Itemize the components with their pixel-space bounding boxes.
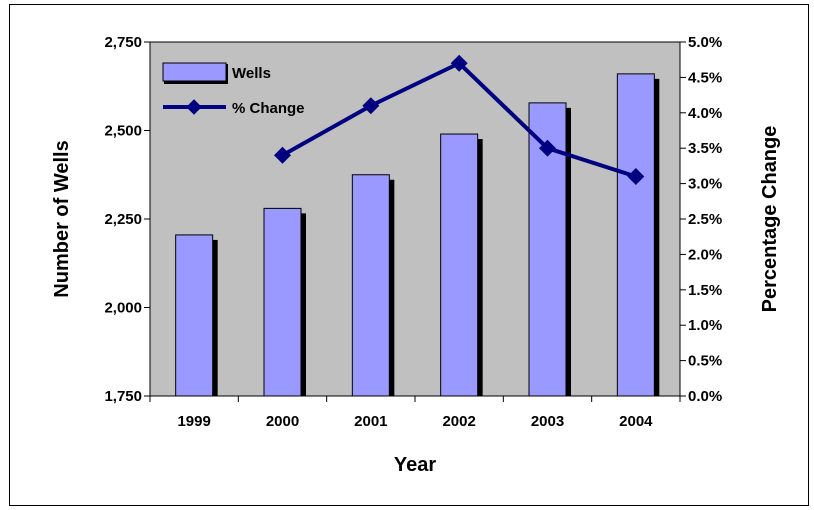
- bar-2004: [616, 73, 655, 397]
- point-change-2004: [627, 168, 645, 186]
- x-tick-label-2002: 2002: [442, 413, 475, 430]
- y2-tick-label: 0.0%: [688, 388, 722, 405]
- y2-axis-title: Percentage Change: [759, 126, 781, 313]
- legend-swatch-wells-face: [162, 62, 227, 82]
- y2-tick-label: 0.5%: [688, 353, 722, 370]
- y2-tick-label: 3.5%: [688, 140, 722, 157]
- plot-area: [149, 41, 681, 397]
- x-tick-label-1999: 1999: [177, 413, 210, 430]
- x-tick-label-2004: 2004: [619, 413, 653, 430]
- y2-tick-label: 5.0%: [688, 34, 722, 51]
- legend: Wells % Change: [162, 62, 305, 117]
- x-tick-label-2001: 2001: [354, 413, 387, 430]
- x-axis-title: Year: [394, 454, 436, 476]
- y2-tick-label: 2.5%: [688, 211, 722, 228]
- y2-tick-label: 2.0%: [688, 246, 722, 263]
- line-layer: [274, 54, 645, 186]
- bar-2002: [440, 133, 479, 397]
- y2-tick-label: 1.0%: [688, 317, 722, 334]
- legend-swatch-change-marker: [186, 99, 202, 115]
- x-tick-label-2000: 2000: [266, 413, 299, 430]
- y-tick-label: 1,750: [104, 388, 142, 405]
- point-change-2000: [274, 146, 291, 164]
- y-tick-label: 2,250: [104, 211, 142, 228]
- y2-tick-label: 4.5%: [688, 69, 722, 86]
- bar-2001: [351, 174, 390, 397]
- y-tick-label: 2,000: [104, 300, 142, 317]
- legend-label-wells: Wells: [232, 65, 271, 82]
- y-axis-title: Number of Wells: [51, 140, 73, 297]
- bar-1999: [175, 234, 214, 397]
- legend-label-change: % Change: [232, 100, 305, 117]
- y2-tick-label: 1.5%: [688, 282, 722, 299]
- y-axis-left: 1,750 2,000 2,250 2,500 2,750: [104, 34, 151, 405]
- x-axis: 1999 2000 2001 2002 2003 2004: [149, 395, 681, 430]
- x-tick-label-2003: 2003: [531, 413, 564, 430]
- bar-2000: [263, 207, 302, 397]
- y-tick-label: 2,500: [104, 123, 142, 140]
- point-change-2003: [539, 139, 556, 157]
- y2-tick-label: 3.0%: [688, 176, 722, 193]
- y-axis-right: 0.0% 0.5% 1.0% 1.5% 2.0% 2.5% 3.0% 3.5% 4.0% 4.5%…: [679, 34, 722, 405]
- y-tick-label: 2,750: [104, 34, 142, 51]
- y2-tick-label: 4.0%: [688, 105, 722, 122]
- point-change-2001: [362, 97, 380, 115]
